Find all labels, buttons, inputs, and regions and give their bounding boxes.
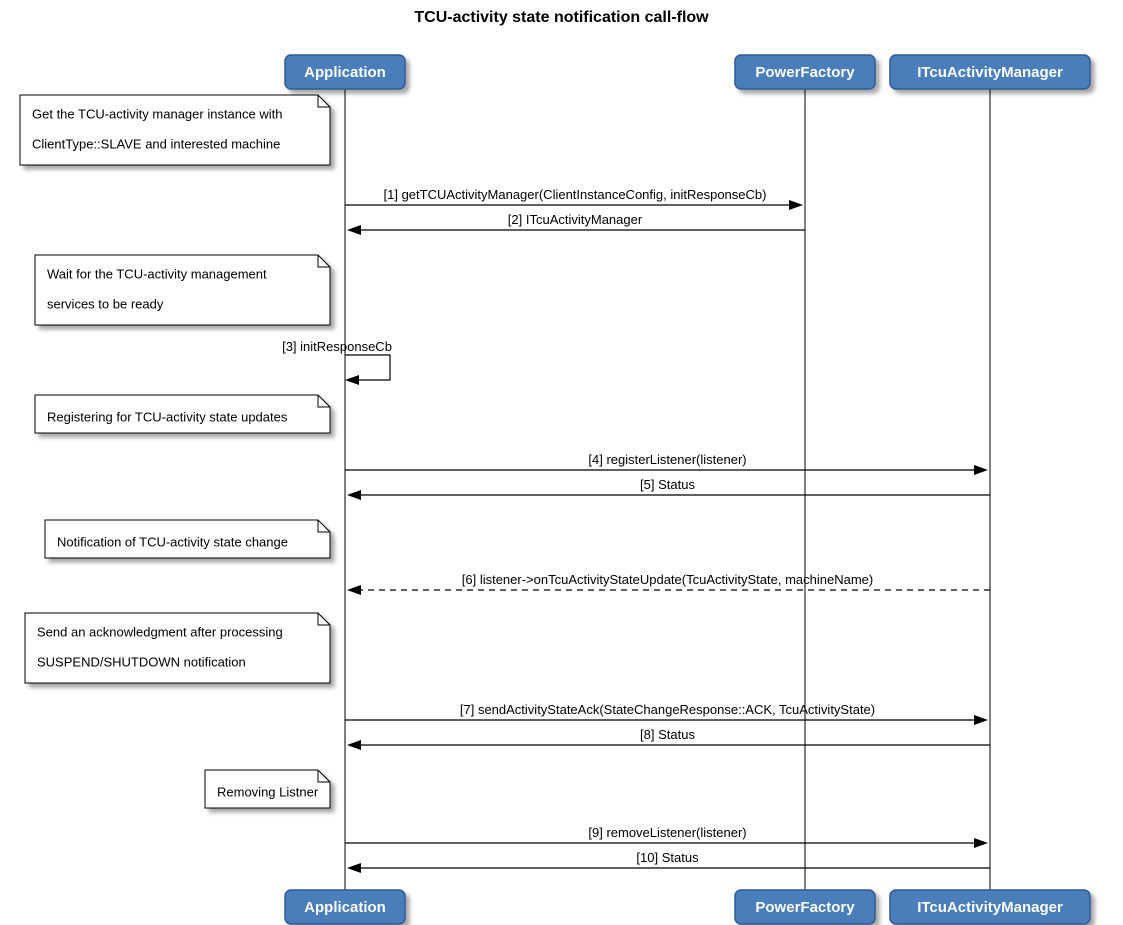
arrowhead [347,490,361,500]
note-text-n3-0: Registering for TCU-activity state updat… [47,409,288,424]
arrowhead [974,465,988,475]
participant-label-app: Application [304,64,386,81]
message-label-m3: [3] initResponseCb [282,339,392,354]
note-text-n5-0: Send an acknowledgment after processing [37,624,283,639]
note-text-n6-0: Removing Listner [217,784,319,799]
message-m3 [345,355,390,380]
message-label-m10: [10] Status [636,850,699,865]
arrowhead [974,715,988,725]
arrowhead [347,863,361,873]
arrowhead [974,838,988,848]
note-text-n1-0: Get the TCU-activity manager instance wi… [32,106,282,121]
participant-label-mgr: ITcuActivityManager [917,64,1063,81]
participant-label-pf: PowerFactory [755,64,855,81]
arrowhead [347,225,361,235]
diagram-title: TCU-activity state notification call-flo… [414,9,709,26]
participant-label-app: Application [304,899,386,916]
note-text-n2-1: services to be ready [47,296,164,311]
arrowhead [347,740,361,750]
message-label-m4: [4] registerListener(listener) [588,452,746,467]
message-label-m6: [6] listener->onTcuActivityStateUpdate(T… [462,572,873,587]
arrowhead [347,585,361,595]
message-label-m8: [8] Status [640,727,695,742]
participant-label-mgr: ITcuActivityManager [917,899,1063,916]
message-label-m1: [1] getTCUActivityManager(ClientInstance… [384,187,767,202]
arrowhead [789,200,803,210]
message-label-m7: [7] sendActivityStateAck(StateChangeResp… [460,702,875,717]
message-label-m9: [9] removeListener(listener) [588,825,746,840]
message-label-m2: [2] ITcuActivityManager [508,212,643,227]
message-label-m5: [5] Status [640,477,695,492]
note-text-n5-1: SUSPEND/SHUTDOWN notification [37,654,246,669]
sequence-diagram: TCU-activity state notification call-flo… [0,0,1123,925]
note-text-n1-1: ClientType::SLAVE and interested machine [32,136,280,151]
arrowhead [345,375,359,385]
note-text-n2-0: Wait for the TCU-activity management [47,266,267,281]
participant-label-pf: PowerFactory [755,899,855,916]
note-text-n4-0: Notification of TCU-activity state chang… [57,534,288,549]
